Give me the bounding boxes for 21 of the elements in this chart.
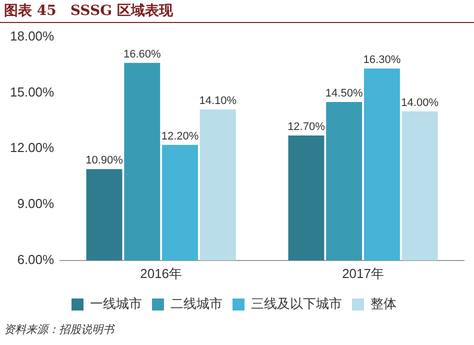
data-label: 10.90%	[86, 154, 124, 167]
x-tick-label: 2017年	[342, 266, 384, 281]
data-label: 14.00%	[401, 96, 439, 109]
x-tick-label: 2016年	[140, 266, 182, 281]
y-tick-label: 15.00%	[10, 84, 55, 100]
legend-label: 二线城市	[170, 296, 222, 312]
data-label: 14.50%	[325, 88, 363, 100]
data-label: 12.70%	[288, 121, 326, 134]
data-label: 16.60%	[123, 48, 162, 60]
y-tick-label: 18.00%	[10, 28, 55, 44]
y-tick-label: 9.00%	[17, 196, 55, 212]
text: 资料来源：招股说明书	[4, 322, 114, 337]
data-label: 16.30%	[363, 54, 401, 66]
data-label: 14.10%	[199, 95, 237, 107]
data-label: 12.20%	[161, 130, 199, 142]
legend-label: 三线及以下城市	[251, 296, 342, 312]
chart-title: 图表 45 SSSG 区域表现	[0, 0, 474, 23]
legend-label: 整体	[370, 296, 396, 312]
y-tick-label: 6.00%	[17, 252, 55, 267]
legend-label: 一线城市	[90, 296, 142, 312]
y-tick-label: 12.00%	[10, 140, 55, 156]
